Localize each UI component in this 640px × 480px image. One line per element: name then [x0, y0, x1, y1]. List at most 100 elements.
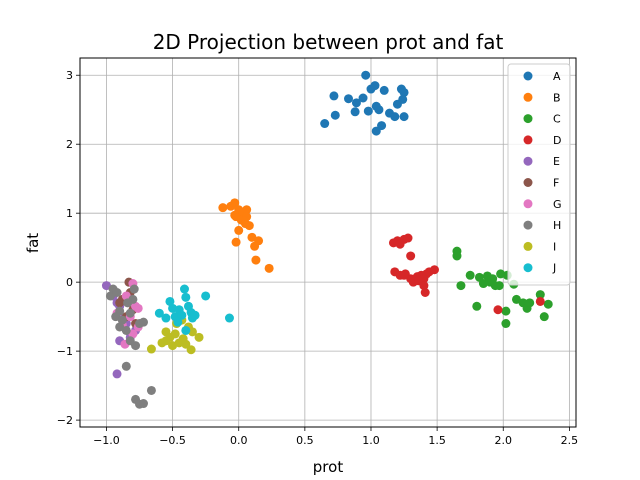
data-point	[121, 325, 131, 335]
data-point	[201, 291, 211, 301]
data-point	[186, 345, 196, 355]
data-point	[493, 305, 503, 315]
data-point	[154, 308, 164, 318]
data-point	[218, 203, 228, 213]
data-point	[234, 225, 244, 235]
data-point	[361, 70, 371, 80]
data-point	[379, 85, 389, 95]
data-point	[420, 288, 430, 298]
data-point	[190, 310, 200, 320]
data-point	[456, 281, 466, 291]
grid-layer	[80, 58, 576, 427]
data-point	[128, 329, 138, 339]
data-point	[472, 301, 482, 311]
data-point	[138, 317, 148, 327]
data-point	[133, 303, 143, 313]
data-point	[161, 313, 171, 323]
data-point	[173, 317, 183, 327]
data-point	[399, 87, 409, 97]
legend-marker	[523, 156, 533, 166]
legend-marker	[523, 220, 533, 230]
data-point	[165, 296, 175, 306]
legend-marker	[523, 114, 533, 124]
data-point	[247, 232, 257, 242]
data-point	[224, 313, 234, 323]
x-tick-label: 2.5	[561, 434, 579, 447]
legend-marker	[523, 199, 533, 209]
data-point	[115, 322, 125, 332]
series-h	[105, 284, 156, 409]
data-point	[535, 290, 545, 300]
chart-title: 2D Projection between prot and fat	[153, 30, 504, 54]
x-axis-label: prot	[313, 458, 344, 476]
data-point	[230, 198, 240, 208]
data-point	[511, 294, 521, 304]
series-j	[154, 284, 234, 335]
data-point	[125, 308, 135, 318]
data-point	[242, 205, 252, 215]
data-point	[177, 310, 187, 320]
data-point	[390, 112, 400, 122]
x-tick-label: 0.5	[296, 434, 314, 447]
data-point	[117, 315, 127, 325]
y-tick-label: −2	[57, 414, 73, 427]
data-point	[129, 284, 139, 294]
data-point	[168, 341, 178, 351]
data-point	[121, 291, 131, 301]
data-point	[115, 298, 125, 308]
data-point	[131, 341, 141, 351]
data-point	[244, 221, 254, 231]
legend-label: B	[553, 91, 561, 104]
x-tick-label: 1.0	[362, 434, 380, 447]
series-c	[452, 246, 553, 329]
legend-label: C	[553, 113, 561, 126]
legend-marker	[523, 263, 533, 273]
y-tick-label: 0	[66, 276, 73, 289]
points-layer	[101, 70, 553, 409]
data-point	[525, 298, 535, 308]
y-axis-label: fat	[24, 233, 42, 253]
legend-label: A	[553, 70, 561, 83]
data-point	[111, 312, 121, 322]
data-point	[181, 292, 191, 302]
data-point	[419, 281, 429, 291]
data-point	[535, 296, 545, 306]
data-point	[539, 312, 549, 322]
data-point	[501, 306, 511, 316]
data-point	[370, 81, 380, 91]
data-point	[358, 93, 368, 103]
data-point	[170, 329, 180, 339]
legend-marker	[523, 135, 533, 145]
legend-label: F	[553, 177, 559, 190]
data-point	[395, 239, 405, 249]
data-point	[501, 319, 511, 329]
plot-frame	[79, 57, 577, 428]
x-tick-label: 0.0	[230, 434, 248, 447]
legend-label: G	[553, 198, 562, 211]
data-point	[350, 107, 360, 117]
data-point	[146, 344, 156, 354]
data-point	[250, 241, 260, 251]
data-point	[101, 281, 111, 291]
legend-label: I	[553, 240, 556, 253]
data-point	[351, 98, 361, 108]
data-point	[330, 110, 340, 120]
legend-box	[507, 63, 571, 286]
data-point	[371, 126, 381, 136]
data-point	[398, 94, 408, 104]
legend-label: H	[553, 219, 561, 232]
data-point	[138, 399, 148, 409]
ticks-layer: −1.0 −0.5 0.0 0.5 1.0 1.5 2.0 2.5 −2 −1 0 1 2 3	[57, 69, 578, 447]
data-point	[121, 361, 131, 371]
data-point	[406, 251, 416, 261]
data-point	[194, 332, 204, 342]
data-point	[429, 265, 439, 275]
legend-label: E	[553, 155, 560, 168]
data-point	[146, 385, 156, 395]
series-b	[218, 198, 274, 273]
data-point	[403, 233, 413, 243]
legend-label: J	[552, 262, 556, 275]
data-point	[329, 91, 339, 101]
